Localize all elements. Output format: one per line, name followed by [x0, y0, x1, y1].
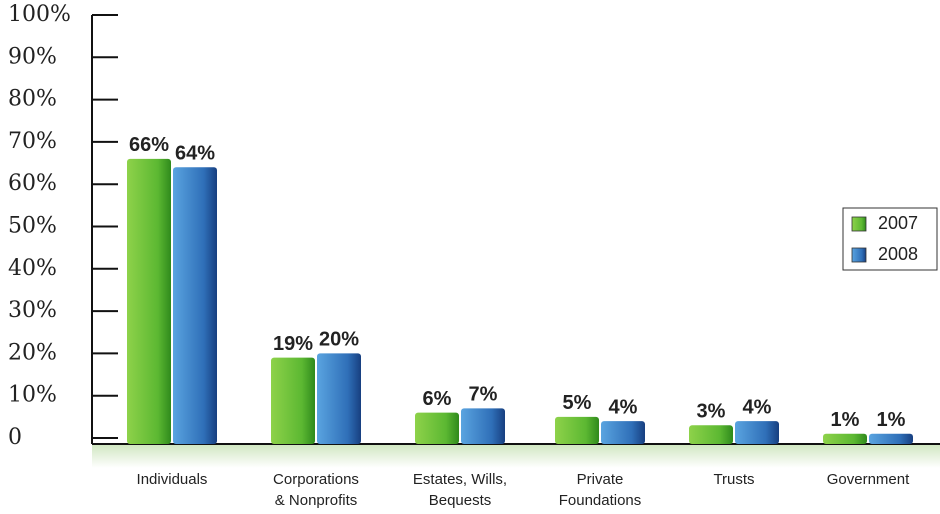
- y-tick-label: 20%: [8, 340, 57, 365]
- value-label: 4%: [743, 396, 772, 418]
- bar: [173, 167, 217, 444]
- legend-swatch: [851, 216, 867, 232]
- x-tick-label: Trusts: [713, 471, 754, 488]
- bar: [271, 357, 315, 444]
- x-tick-line: & Nonprofits: [275, 492, 358, 509]
- x-tick-label: Private Foundations: [559, 471, 642, 509]
- y-tick-label: 40%: [8, 256, 57, 281]
- value-label: 66%: [129, 134, 169, 156]
- y-tick-label: 70%: [8, 129, 57, 154]
- bar: [415, 412, 459, 444]
- bar: [689, 425, 733, 444]
- x-tick-label: Corporations & Nonprofits: [273, 471, 359, 509]
- legend-swatch: [851, 247, 867, 263]
- x-tick-line: Corporations: [273, 471, 359, 488]
- value-label: 5%: [563, 392, 592, 414]
- legend-label: 2007: [878, 213, 918, 233]
- value-label: 20%: [319, 329, 359, 351]
- x-tick-label: Individuals: [137, 471, 208, 488]
- x-tick-line: Individuals: [137, 471, 208, 488]
- value-label: 3%: [697, 401, 726, 423]
- x-tick-label: Government: [827, 471, 910, 488]
- value-label: 1%: [877, 409, 906, 431]
- x-tick-line: Bequests: [429, 492, 492, 509]
- floor: [92, 444, 940, 468]
- value-label: 7%: [469, 384, 498, 406]
- bar: [869, 433, 913, 444]
- y-tick-label: 0: [8, 425, 22, 450]
- value-label: 6%: [423, 388, 452, 410]
- x-tick-line: Government: [827, 471, 910, 488]
- y-tick-label: 100%: [8, 2, 71, 27]
- x-tick-line: Estates, Wills,: [413, 471, 507, 488]
- bar: [127, 158, 171, 444]
- value-label: 4%: [609, 396, 638, 418]
- x-tick-line: Private: [577, 471, 624, 488]
- value-label: 64%: [175, 143, 215, 165]
- bar: [735, 421, 779, 444]
- x-tick-label: Estates, Wills, Bequests: [413, 471, 507, 509]
- y-tick-label: 80%: [8, 87, 57, 112]
- value-label: 19%: [273, 333, 313, 355]
- bar: [823, 433, 867, 444]
- bar: [601, 421, 645, 444]
- y-tick-label: 90%: [8, 44, 57, 69]
- y-tick-label: 50%: [8, 214, 57, 239]
- bar: [317, 353, 361, 444]
- bar: [461, 408, 505, 444]
- y-tick-label: 60%: [8, 171, 57, 196]
- x-tick-line: Foundations: [559, 492, 642, 509]
- legend-label: 2008: [878, 244, 918, 264]
- x-tick-line: Trusts: [713, 471, 754, 488]
- bar: [555, 416, 599, 444]
- value-label: 1%: [831, 409, 860, 431]
- y-tick-label: 30%: [8, 298, 57, 323]
- y-tick-label: 10%: [8, 383, 57, 408]
